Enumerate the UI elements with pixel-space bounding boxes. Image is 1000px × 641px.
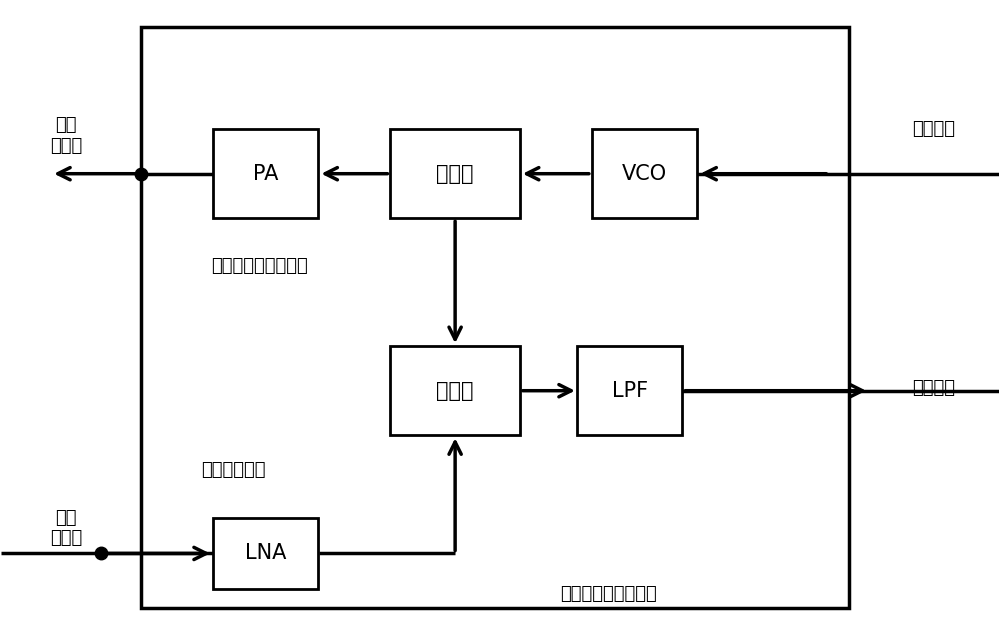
Text: 相关处理电路: 相关处理电路 xyxy=(201,461,265,479)
Text: PA: PA xyxy=(253,163,278,184)
Text: 控制信号: 控制信号 xyxy=(912,120,955,138)
Bar xyxy=(166,495,829,606)
Text: 毫米波接收前端电路: 毫米波接收前端电路 xyxy=(560,585,657,603)
Text: VCO: VCO xyxy=(622,163,667,184)
Bar xyxy=(166,295,829,483)
Text: 发射
馈源口: 发射 馈源口 xyxy=(50,116,82,155)
Text: 乘法器: 乘法器 xyxy=(436,381,474,401)
Bar xyxy=(577,346,682,435)
Bar xyxy=(166,46,829,279)
Text: LNA: LNA xyxy=(245,544,286,563)
Bar xyxy=(390,129,520,219)
Bar xyxy=(592,129,697,219)
Text: 功分器: 功分器 xyxy=(436,163,474,184)
Bar xyxy=(390,346,520,435)
Text: LPF: LPF xyxy=(612,381,648,401)
Bar xyxy=(213,129,318,219)
Text: 接收
馈源口: 接收 馈源口 xyxy=(50,508,82,547)
Bar xyxy=(213,519,318,588)
Text: 中频信号: 中频信号 xyxy=(912,379,955,397)
Bar xyxy=(141,27,849,608)
Text: 毫米波发射前端电路: 毫米波发射前端电路 xyxy=(211,256,308,274)
